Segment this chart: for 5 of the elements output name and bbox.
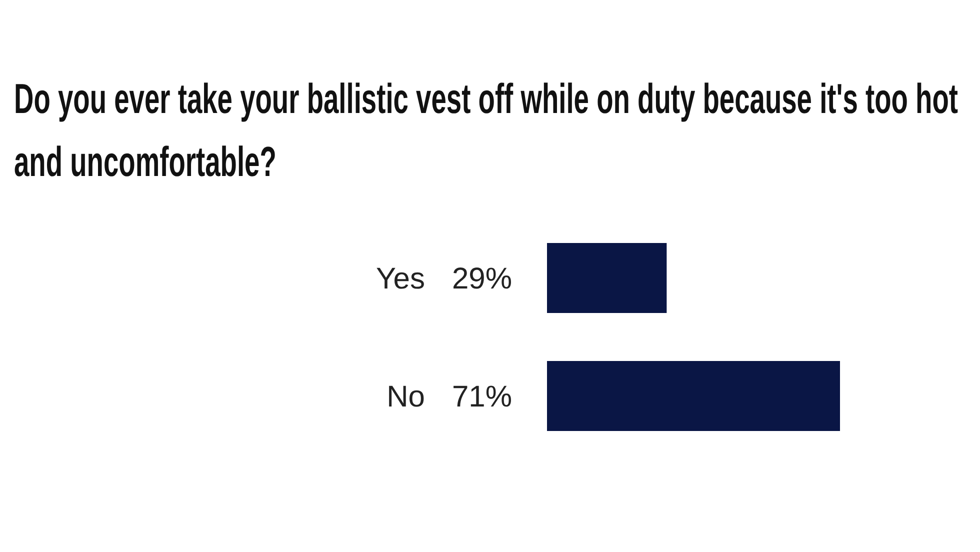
y-tick-label: No — [386, 380, 425, 414]
data-label: 29% — [452, 262, 512, 296]
y-tick-label: Yes — [376, 262, 425, 296]
data-label: 71% — [452, 380, 512, 414]
chart-title: Do you ever take your ballistic vest off while on duty because it's too hot and uncomfortable? — [14, 74, 959, 187]
